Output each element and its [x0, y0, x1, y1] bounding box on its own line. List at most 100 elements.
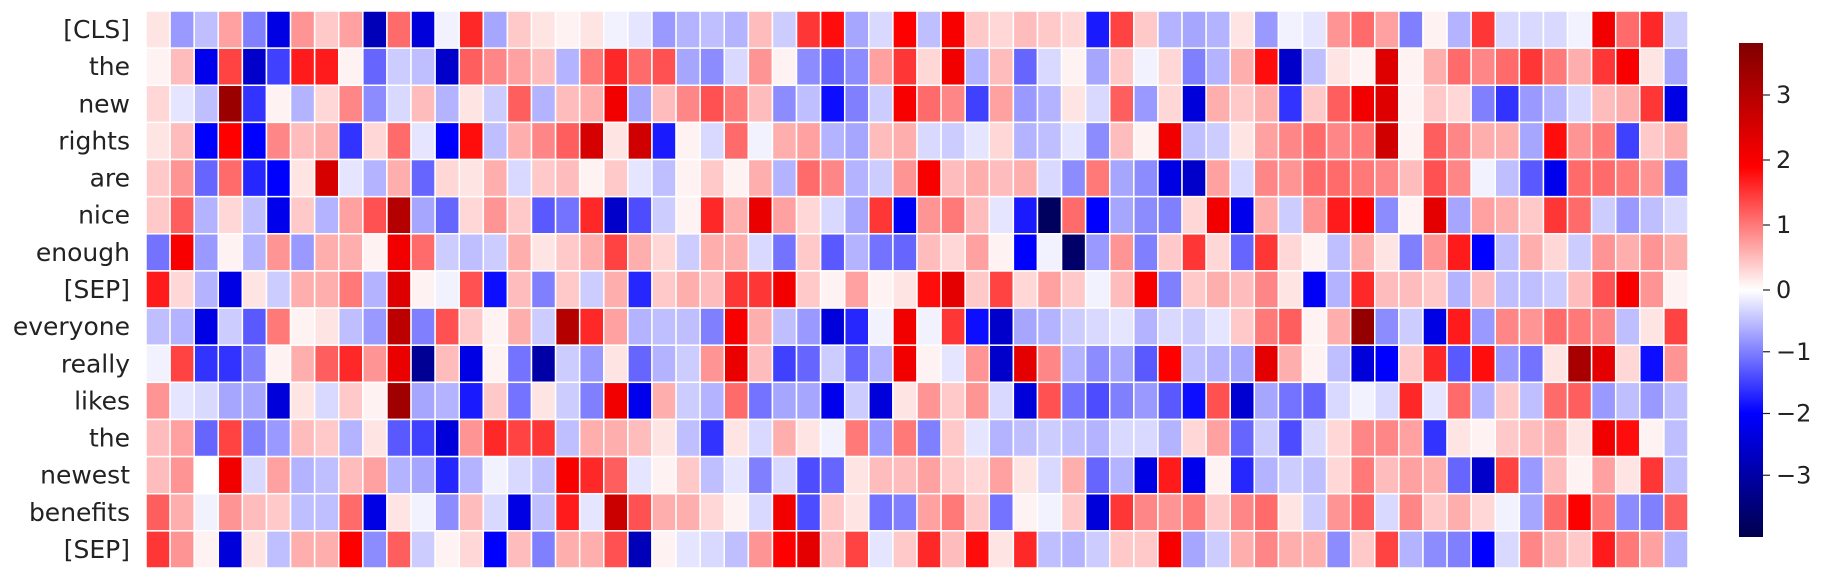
- heatmap-cell: [1205, 84, 1231, 124]
- heatmap-cell: [554, 233, 581, 272]
- heatmap-cell: [578, 492, 605, 532]
- heatmap-cell: [554, 418, 581, 458]
- heatmap-cell: [578, 84, 605, 124]
- heatmap-cell: [1012, 158, 1039, 198]
- heatmap-cell: [145, 418, 171, 458]
- heatmap-cell: [1157, 47, 1183, 87]
- heatmap-cell: [1133, 10, 1159, 49]
- heatmap-cell: [819, 195, 846, 235]
- heatmap-cell: [578, 344, 605, 384]
- heatmap-cell: [241, 10, 268, 49]
- heatmap-cell: [1542, 121, 1569, 161]
- heatmap-cell: [1253, 381, 1280, 421]
- heatmap-cell: [747, 307, 774, 346]
- heatmap-cell: [1036, 381, 1063, 421]
- heatmap-cell: [916, 195, 942, 235]
- heatmap-cell: [795, 158, 822, 198]
- heatmap-cell: [627, 47, 653, 87]
- heatmap-cell: [1542, 492, 1569, 532]
- heatmap-cell: [482, 381, 509, 421]
- heatmap-cell: [338, 47, 364, 87]
- heatmap-cell: [506, 381, 533, 421]
- heatmap-cell: [699, 381, 725, 421]
- heatmap-cell: [458, 307, 485, 346]
- heatmap-cell: [338, 492, 364, 532]
- heatmap-cell: [241, 121, 268, 161]
- heatmap-cell: [1518, 233, 1545, 272]
- heatmap-cell: [530, 84, 557, 124]
- heatmap-cell: [771, 47, 798, 87]
- heatmap-cell: [1060, 121, 1087, 161]
- heatmap-cell: [434, 270, 460, 309]
- heatmap-cell: [1398, 455, 1424, 495]
- heatmap-cell: [1494, 307, 1521, 346]
- heatmap-cell: [217, 233, 244, 272]
- heatmap-cell: [1349, 121, 1376, 161]
- heatmap-cell: [675, 233, 701, 272]
- heatmap-cell: [940, 307, 966, 346]
- heatmap-cell: [362, 47, 388, 87]
- heatmap-cell: [1374, 158, 1400, 198]
- heatmap-cell: [675, 84, 701, 124]
- heatmap-cell: [868, 344, 894, 384]
- heatmap-cell: [1229, 270, 1256, 309]
- heatmap-cell: [1109, 307, 1135, 346]
- heatmap-cell: [651, 418, 677, 458]
- heatmap-cell: [699, 195, 725, 235]
- heatmap-cell: [338, 344, 364, 384]
- heatmap-cell: [169, 121, 195, 161]
- heatmap-cell: [892, 492, 918, 532]
- heatmap-cell: [675, 381, 701, 421]
- heatmap-cell: [627, 492, 653, 532]
- heatmap-cell: [675, 455, 701, 495]
- heatmap-cell: [265, 10, 292, 49]
- heatmap-cell: [1494, 47, 1521, 87]
- heatmap-cell: [675, 418, 701, 458]
- heatmap-cell: [1566, 10, 1593, 49]
- heatmap-cell: [603, 455, 629, 495]
- heatmap-cell: [1157, 121, 1183, 161]
- heatmap-cell: [1229, 455, 1256, 495]
- heatmap-cell: [1446, 530, 1472, 569]
- heatmap-cell: [1060, 455, 1087, 495]
- heatmap-cell: [145, 530, 171, 569]
- heatmap-cell: [362, 344, 388, 384]
- heatmap-cell: [627, 455, 653, 495]
- heatmap-cell: [578, 47, 605, 87]
- heatmap-cell: [868, 455, 894, 495]
- heatmap-cell: [434, 158, 460, 198]
- heatmap-cell: [1542, 418, 1569, 458]
- heatmap-cell: [265, 344, 292, 384]
- heatmap-cell: [1422, 344, 1448, 384]
- heatmap-cell: [1301, 270, 1328, 309]
- heatmap-cell: [1349, 233, 1376, 272]
- heatmap-cell: [1060, 10, 1087, 49]
- heatmap-cell: [892, 307, 918, 346]
- heatmap-cell: [554, 492, 581, 532]
- heatmap-cell: [603, 195, 629, 235]
- heatmap-cell: [482, 195, 509, 235]
- heatmap-cell: [819, 307, 846, 346]
- heatmap-cell: [1253, 121, 1280, 161]
- heatmap-cell: [723, 195, 750, 235]
- heatmap-cell: [217, 195, 244, 235]
- heatmap-cell: [1325, 492, 1352, 532]
- heatmap-cell: [675, 47, 701, 87]
- heatmap-cell: [1663, 344, 1689, 384]
- heatmap-cell: [1446, 158, 1472, 198]
- heatmap-cell: [1325, 158, 1352, 198]
- heatmap-cell: [1518, 381, 1545, 421]
- heatmap-cell: [1590, 10, 1617, 49]
- heatmap-cell: [1157, 84, 1183, 124]
- heatmap-cell: [313, 530, 340, 569]
- heatmap-cell: [627, 195, 653, 235]
- heatmap-cell: [1205, 344, 1231, 384]
- heatmap-cell: [843, 47, 870, 87]
- heatmap-cell: [1374, 455, 1400, 495]
- heatmap-cell: [362, 158, 388, 198]
- heatmap-cell: [1253, 84, 1280, 124]
- heatmap-cell: [410, 344, 436, 384]
- heatmap-cell: [241, 381, 268, 421]
- heatmap-cell: [145, 270, 171, 309]
- heatmap-cell: [1422, 492, 1448, 532]
